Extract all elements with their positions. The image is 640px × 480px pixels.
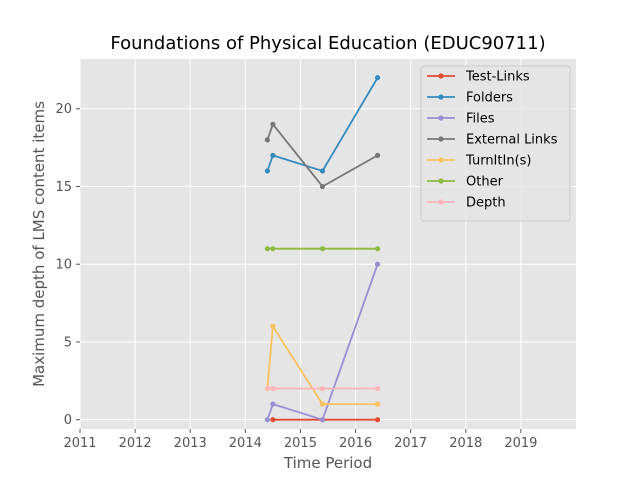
- legend-box: [420, 65, 571, 222]
- legend-entry-label: Files: [466, 112, 495, 127]
- data-point: [264, 385, 270, 392]
- y-tick-label: 15: [55, 180, 72, 195]
- data-point: [375, 261, 381, 267]
- series-line-3: [266, 123, 379, 188]
- x-tick-label: 2016: [339, 436, 372, 451]
- y-tick-label: 10: [55, 258, 72, 273]
- data-point: [270, 385, 276, 392]
- legend-entry-label: Other: [466, 175, 504, 190]
- data-point: [375, 152, 381, 158]
- data-point: [319, 385, 326, 392]
- data-point: [375, 417, 381, 423]
- y-tick-label: 20: [55, 102, 72, 117]
- x-tick-label: 2012: [119, 436, 152, 451]
- data-point: [264, 417, 270, 423]
- data-point: [375, 246, 381, 252]
- legend-swatch-marker: [438, 136, 444, 142]
- data-point: [375, 401, 381, 407]
- chart-title: Foundations of Physical Education (EDUC9…: [110, 33, 545, 54]
- data-point: [319, 183, 326, 190]
- y-tick-label: 0: [64, 413, 72, 428]
- legend-entry-label: Folders: [466, 91, 513, 106]
- x-tick-label: 2018: [449, 436, 482, 451]
- y-tick-label: 5: [64, 335, 72, 350]
- data-point: [264, 137, 270, 143]
- legend-entry-label: Test-Links: [465, 70, 530, 85]
- legend-swatch-marker: [438, 73, 444, 79]
- x-tick-label: 2015: [284, 436, 317, 451]
- legend: Test-Links Folders Files External Links Turn…: [420, 65, 571, 222]
- series-layer: [264, 75, 381, 423]
- legend-swatch-marker: [438, 94, 444, 100]
- data-point: [270, 246, 276, 252]
- series-line-2: [266, 263, 379, 421]
- data-point: [270, 121, 276, 127]
- data-point: [319, 417, 326, 423]
- data-point: [270, 401, 276, 407]
- legend-entry-label: Depth: [466, 196, 506, 211]
- data-point: [264, 246, 270, 252]
- data-point: [375, 385, 381, 392]
- legend-swatch-marker: [438, 199, 444, 205]
- x-tick-label: 2013: [174, 436, 207, 451]
- data-point: [319, 246, 326, 252]
- series-line-4: [266, 325, 378, 406]
- x-tick-label: 2019: [504, 436, 537, 451]
- legend-entry-label: TurnItIn(s): [465, 154, 531, 169]
- x-tick-label: 2014: [229, 436, 262, 451]
- x-tick-label: 2011: [63, 436, 96, 451]
- series-line-1: [266, 77, 379, 172]
- x-axis-label: Time Period: [283, 454, 372, 472]
- data-point: [375, 75, 381, 81]
- legend-swatch-marker: [438, 115, 444, 121]
- data-point: [270, 323, 276, 329]
- data-point: [319, 401, 326, 407]
- axis-ticks: 2011 2012 2013 2014 2015 2016 2017 2018 20190510…: [55, 102, 537, 451]
- legend-swatch-marker: [438, 157, 444, 163]
- x-tick-label: 2017: [394, 436, 427, 451]
- data-point: [270, 152, 276, 158]
- data-point: [270, 417, 276, 423]
- legend-swatch-marker: [438, 178, 444, 184]
- data-point: [319, 168, 326, 174]
- y-axis-label: Maximum depth of LMS content items: [30, 101, 48, 387]
- data-point: [264, 168, 270, 174]
- legend-entry-label: External Links: [466, 133, 558, 148]
